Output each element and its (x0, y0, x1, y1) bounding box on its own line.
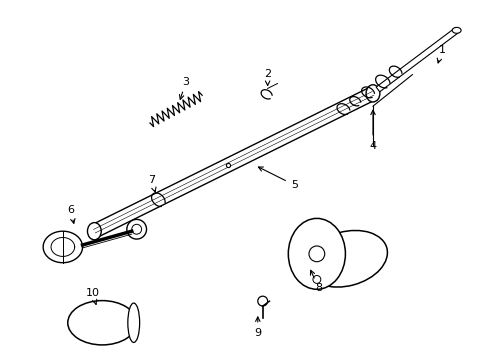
Circle shape (312, 275, 320, 283)
Polygon shape (375, 28, 458, 92)
Text: 5: 5 (258, 167, 297, 190)
Polygon shape (91, 87, 375, 237)
Ellipse shape (87, 222, 101, 240)
Text: 8: 8 (310, 270, 322, 293)
Circle shape (308, 246, 324, 262)
Ellipse shape (305, 230, 386, 287)
Text: 1: 1 (436, 45, 445, 63)
Text: 10: 10 (85, 288, 99, 304)
Circle shape (126, 219, 146, 239)
Text: 2: 2 (264, 69, 271, 85)
Ellipse shape (127, 303, 140, 342)
Text: 7: 7 (147, 175, 156, 192)
Ellipse shape (451, 27, 460, 33)
Text: 6: 6 (67, 204, 75, 223)
Circle shape (131, 224, 142, 234)
Text: 4: 4 (368, 110, 376, 150)
Circle shape (257, 296, 267, 306)
Ellipse shape (68, 301, 137, 345)
Text: 9: 9 (254, 317, 261, 338)
Ellipse shape (288, 219, 345, 289)
Text: 3: 3 (179, 77, 189, 99)
Ellipse shape (366, 85, 379, 102)
